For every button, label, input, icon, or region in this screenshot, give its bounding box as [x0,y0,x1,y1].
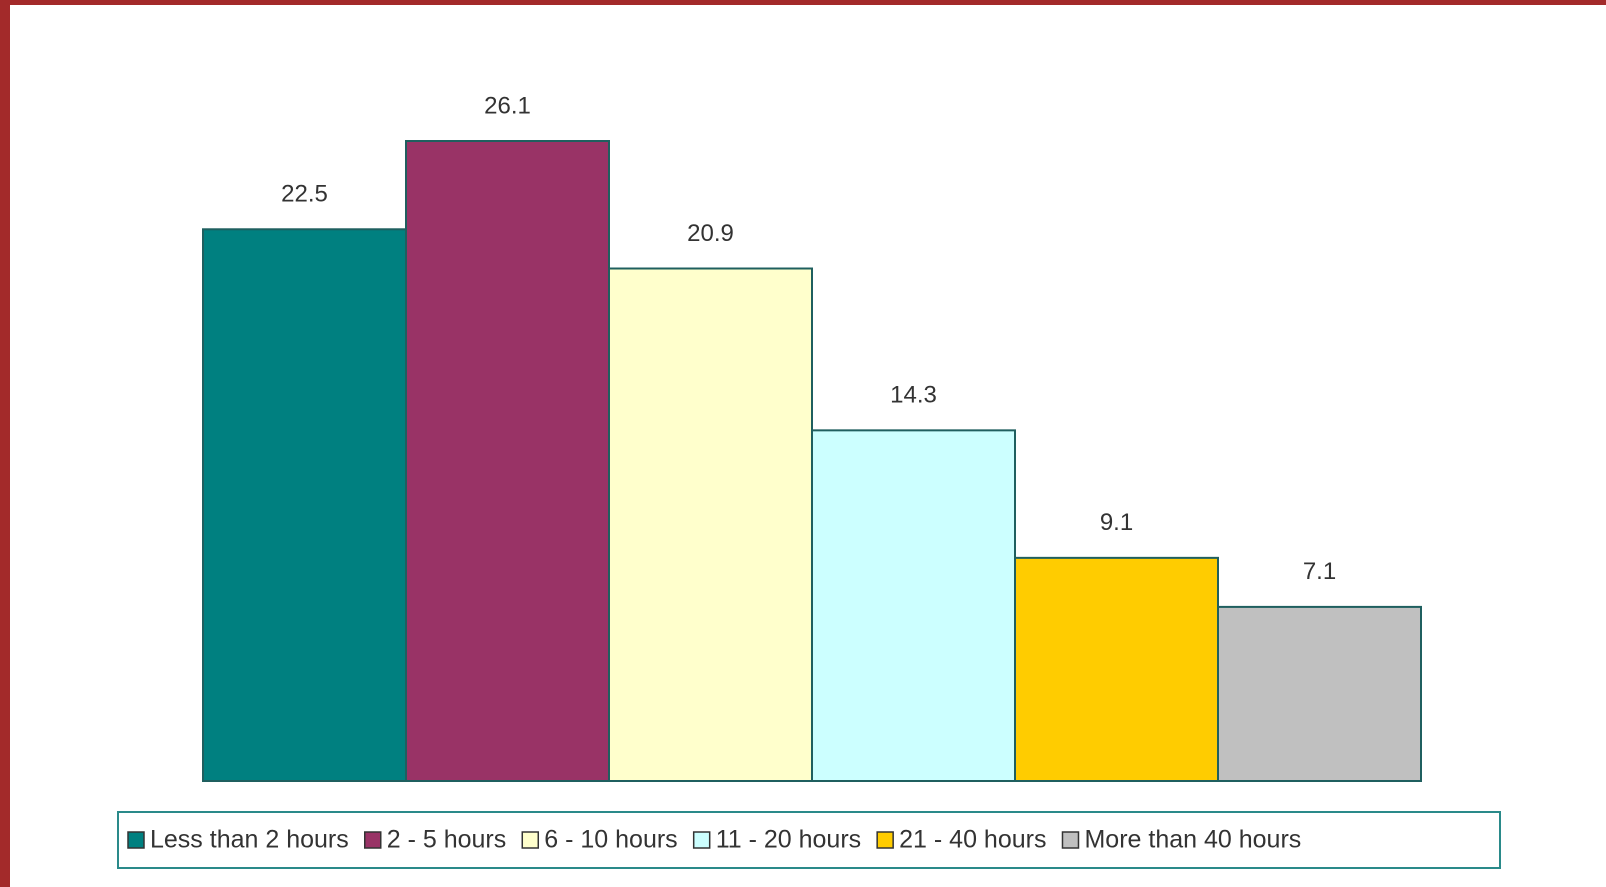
data-label: 14.3 [890,382,937,409]
legend-swatch [876,831,894,849]
data-label: 26.1 [484,92,531,119]
bar [1217,605,1422,782]
legend-label: 6 - 10 hours [544,826,677,854]
bar [1014,556,1219,782]
legend-swatch [521,831,540,849]
data-label: 22.5 [281,181,328,208]
legend-label: 21 - 40 hours [899,826,1046,854]
data-label: 9.1 [1100,509,1133,536]
frame-left [0,0,10,887]
legend-label: Less than 2 hours [150,826,349,854]
legend-swatch [127,831,145,849]
data-label: 7.1 [1303,558,1336,585]
bar [608,267,813,782]
bar [202,228,407,782]
legend-box [117,811,1501,869]
data-label: 20.9 [687,220,734,247]
frame-top [0,0,1606,5]
legend-label: 2 - 5 hours [387,826,507,854]
legend-swatch [1061,831,1080,849]
legend-swatch [692,831,711,849]
legend-label: More than 40 hours [1084,826,1301,854]
bar [811,429,1016,782]
bar [405,140,610,782]
legend-label: 11 - 20 hours [716,826,861,854]
legend-swatch [364,831,382,849]
